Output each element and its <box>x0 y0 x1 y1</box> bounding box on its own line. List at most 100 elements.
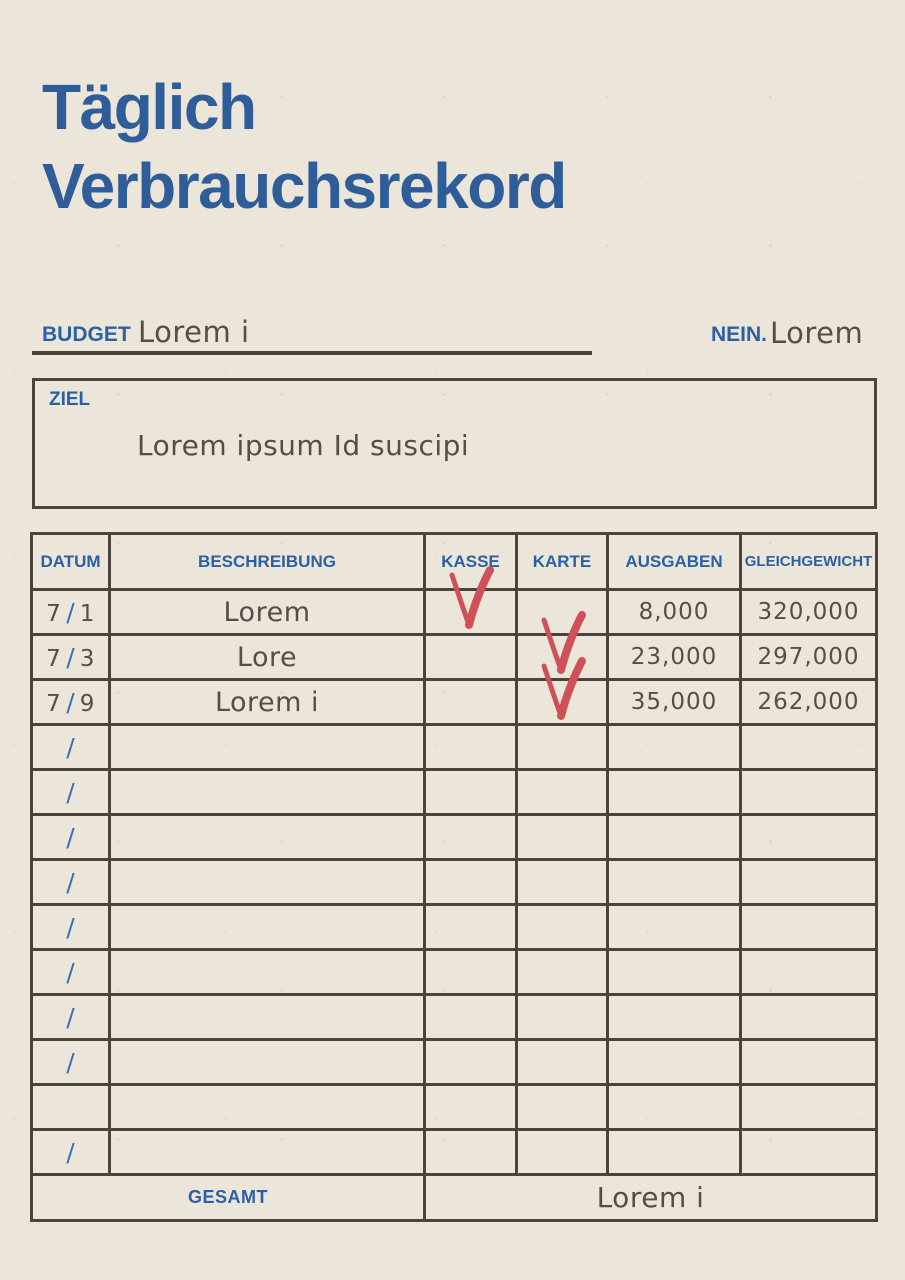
ausgaben-value: 23,000 <box>630 644 718 670</box>
description-cell <box>108 768 426 816</box>
ausgaben-cell: 8,000 <box>606 588 742 636</box>
description-cell <box>108 1038 426 1086</box>
table-row: / <box>30 858 878 906</box>
kasse-cell <box>423 768 518 816</box>
table-row: 7/9 Lorem i 35,000 262,000 <box>30 678 878 726</box>
date-cell: / <box>30 948 111 996</box>
ausgaben-cell <box>606 723 742 771</box>
date-slash: / <box>66 957 75 987</box>
column-header-karte: KARTE <box>515 532 609 591</box>
ausgaben-value: 8,000 <box>638 599 710 625</box>
ziel-value: Lorem ipsum Id suscipi <box>137 429 470 462</box>
table-row: / <box>30 903 878 951</box>
gleichgewicht-cell <box>739 723 878 771</box>
date-slash: / <box>66 687 75 717</box>
date-month: 7 <box>46 690 62 717</box>
karte-cell <box>515 1128 609 1176</box>
expense-rows: 7/1 Lorem 8,000 320,000 7/3 Lore <box>30 588 878 1176</box>
column-header-ausgaben: AUSGABEN <box>606 532 742 591</box>
nein-label: NEIN. <box>711 323 768 346</box>
page-title-line1: Täglich <box>42 71 257 143</box>
gleichgewicht-cell <box>739 993 878 1041</box>
kasse-cell <box>423 813 518 861</box>
ausgaben-cell: 23,000 <box>606 633 742 681</box>
table-row <box>30 1083 878 1131</box>
date-slash: / <box>66 777 75 807</box>
gleichgewicht-cell <box>739 903 878 951</box>
date-cell: / <box>30 993 111 1041</box>
karte-cell <box>515 678 609 726</box>
kasse-cell <box>423 678 518 726</box>
date-cell: 7/9 <box>30 678 111 726</box>
kasse-cell <box>423 723 518 771</box>
ausgaben-cell: 35,000 <box>606 678 742 726</box>
gleichgewicht-cell <box>739 768 878 816</box>
karte-cell <box>515 948 609 996</box>
date-cell: / <box>30 858 111 906</box>
table-row: / <box>30 993 878 1041</box>
date-slash <box>66 1093 76 1122</box>
date-cell: / <box>30 768 111 816</box>
gesamt-label: GESAMT <box>187 1187 268 1207</box>
description-cell: Lorem i <box>108 678 426 726</box>
table-row: / <box>30 948 878 996</box>
karte-cell <box>515 813 609 861</box>
date-slash: / <box>66 1137 75 1167</box>
gesamt-value: Lorem i <box>596 1181 705 1214</box>
description-cell <box>108 858 426 906</box>
gleichgewicht-cell: 262,000 <box>739 678 878 726</box>
column-header-beschreibung: BESCHREIBUNG <box>108 532 426 591</box>
date-cell: / <box>30 723 111 771</box>
date-slash: / <box>66 912 75 942</box>
table-row: / <box>30 723 878 771</box>
date-cell: / <box>30 1038 111 1086</box>
description-cell <box>108 723 426 771</box>
kasse-cell <box>423 948 518 996</box>
description-cell: Lore <box>108 633 426 681</box>
ausgaben-cell <box>606 813 742 861</box>
date-day: 3 <box>79 645 95 672</box>
date-cell: / <box>30 903 111 951</box>
gesamt-label-cell: GESAMT <box>30 1173 426 1222</box>
description-cell <box>108 1083 426 1131</box>
ziel-box: ZIEL Lorem ipsum Id suscipi <box>32 378 877 509</box>
kasse-cell <box>423 858 518 906</box>
expense-table: DATUM BESCHREIBUNG KASSE KARTE AUSGABEN … <box>30 532 878 1222</box>
nein-value: Lorem <box>770 316 864 350</box>
budget-underline <box>32 351 592 355</box>
page-title-line2: Verbrauchsrekord <box>42 150 567 222</box>
ausgaben-cell <box>606 858 742 906</box>
description-cell <box>108 993 426 1041</box>
ausgaben-cell <box>606 768 742 816</box>
karte-cell <box>515 858 609 906</box>
description-value: Lore <box>236 641 298 673</box>
kasse-cell <box>423 588 518 636</box>
table-row: 7/3 Lore 23,000 297,000 <box>30 633 878 681</box>
description-cell <box>108 1128 426 1176</box>
date-cell: / <box>30 813 111 861</box>
ausgaben-cell <box>606 903 742 951</box>
kasse-cell <box>423 903 518 951</box>
karte-cell <box>515 588 609 636</box>
ausgaben-cell <box>606 993 742 1041</box>
budget-label: BUDGET <box>42 323 131 346</box>
table-row: / <box>30 813 878 861</box>
table-row: / <box>30 768 878 816</box>
karte-cell <box>515 903 609 951</box>
gleichgewicht-cell: 320,000 <box>739 588 878 636</box>
gleichgewicht-cell <box>739 813 878 861</box>
table-row: / <box>30 1038 878 1086</box>
ausgaben-cell <box>606 1083 742 1131</box>
date-cell: 7/1 <box>30 588 111 636</box>
kasse-cell <box>423 633 518 681</box>
karte-cell <box>515 1083 609 1131</box>
description-cell <box>108 813 426 861</box>
description-value: Lorem <box>223 596 311 628</box>
karte-cell <box>515 993 609 1041</box>
date-slash: / <box>66 1047 75 1077</box>
date-slash: / <box>66 642 75 672</box>
date-slash: / <box>66 732 75 762</box>
description-cell <box>108 948 426 996</box>
date-slash: / <box>66 822 75 852</box>
